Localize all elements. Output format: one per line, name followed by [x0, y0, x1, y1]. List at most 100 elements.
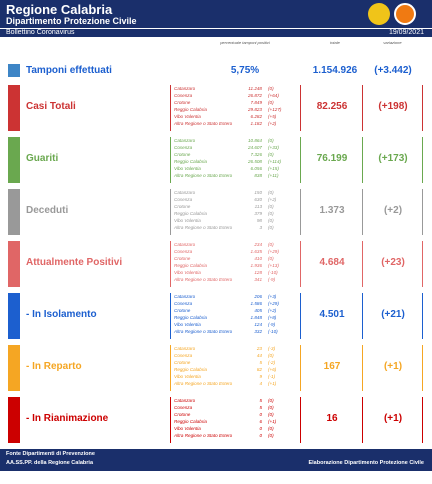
- row-place: Cosenza: [174, 93, 193, 98]
- row-change: (+127): [268, 107, 282, 112]
- row-value: 10.864: [247, 138, 262, 143]
- divider: [362, 85, 363, 131]
- divider: [300, 137, 301, 183]
- row-value: 0: [259, 433, 262, 438]
- divider: [362, 189, 363, 235]
- divider: [362, 137, 363, 183]
- row-change: (0): [268, 190, 274, 195]
- row-change: (0): [268, 398, 274, 403]
- row-value: 4: [259, 381, 262, 386]
- row-place: Vibo Valentia: [174, 322, 201, 327]
- row-place: Catanzaro: [174, 190, 196, 195]
- section-label: Deceduti: [26, 205, 69, 216]
- divider: [362, 241, 363, 287]
- section-label: - In Reparto: [26, 361, 82, 372]
- section: Guariti Catanzaro 10.864 (0) Cosenza 24.607 (+…: [0, 135, 432, 185]
- divider: [300, 345, 301, 391]
- row-value: 379: [254, 211, 262, 216]
- divider: [422, 189, 423, 235]
- divider: [170, 345, 171, 391]
- row-value: 5: [259, 360, 262, 365]
- row-value: 150: [254, 190, 262, 195]
- row-change: (0): [268, 100, 274, 105]
- row-change: (+64): [268, 93, 279, 98]
- row-value: 0: [259, 426, 262, 431]
- divider: [170, 241, 171, 287]
- row-value: 26.872: [247, 93, 262, 98]
- section-variation: (+1): [383, 361, 403, 372]
- row-change: (0): [268, 412, 274, 417]
- row-place: Altra Regione o Stato Estero: [174, 173, 233, 178]
- row-change: (+29): [268, 249, 279, 254]
- row-place: Cosenza: [174, 301, 193, 306]
- divider: [422, 397, 423, 443]
- row-change: (+2): [268, 197, 277, 202]
- section-total: 16: [326, 413, 338, 424]
- variation: (+3.442): [374, 65, 412, 76]
- row-value: 206: [254, 294, 262, 299]
- row-change: (0): [268, 405, 274, 410]
- row-place: Catanzaro: [174, 242, 196, 247]
- row-place: Catanzaro: [174, 398, 196, 403]
- row-place: Catanzaro: [174, 346, 196, 351]
- divider: [422, 137, 423, 183]
- column-header: totale: [330, 40, 340, 45]
- row-value: 44: [256, 353, 262, 358]
- divider: [300, 241, 301, 287]
- row-place: Altra Regione o Stato Estero: [174, 329, 233, 334]
- row-value: 3: [259, 225, 262, 230]
- row-value: 23: [256, 346, 262, 351]
- row-change: (-10): [268, 270, 278, 275]
- row-value: 7.849: [250, 100, 263, 105]
- row-value: 11.248: [248, 86, 262, 91]
- divider: [170, 85, 171, 131]
- row-value: 332: [254, 329, 262, 334]
- section-total: 82.256: [316, 101, 348, 112]
- row-value: 82: [256, 367, 262, 372]
- color-bar: [8, 345, 20, 391]
- section: Casi Totali Catanzaro 11.248 (0) Cosenza 26.8…: [0, 83, 432, 133]
- row-value: 838: [254, 173, 262, 178]
- row-value: 6.282: [250, 114, 263, 119]
- row-change: (+2): [268, 121, 277, 126]
- section-total: 4.501: [319, 309, 345, 320]
- section: Attualmente Positivi Catanzaro 234 (0) Cosen…: [0, 239, 432, 289]
- row-change: (-2): [268, 360, 276, 365]
- section-total: 167: [323, 361, 341, 372]
- row-change: (+1): [268, 419, 277, 424]
- row-label: Tamponi effettuati: [26, 65, 112, 76]
- row-change: (+15): [268, 166, 279, 171]
- row-value: 630: [254, 197, 262, 202]
- row-value: 113: [254, 204, 262, 209]
- subtitle: Dipartimento Protezione Civile: [6, 16, 137, 26]
- row-place: Reggio Calabria: [174, 367, 207, 372]
- row-place: Vibo Valentia: [174, 218, 201, 223]
- section: - In Reparto Catanzaro 23 (-3) Cosenza 44 (0) C…: [0, 343, 432, 393]
- row-change: (+11): [268, 173, 279, 178]
- row-place: Crotone: [174, 360, 191, 365]
- row-value: 341: [254, 277, 262, 282]
- divider: [170, 189, 171, 235]
- row-value: 234: [254, 242, 262, 247]
- row-change: (+5): [268, 114, 277, 119]
- row-change: (0): [268, 86, 274, 91]
- row-change: (0): [268, 204, 274, 209]
- row-value: 9: [259, 374, 262, 379]
- section: - In Rianimazione Catanzaro 5 (0) Cosenza 5 (0…: [0, 395, 432, 445]
- column-header: variazione: [383, 40, 402, 45]
- row-change: (-9): [268, 322, 276, 327]
- divider: [170, 293, 171, 339]
- row-value: 128: [254, 270, 262, 275]
- row-place: Vibo Valentia: [174, 374, 201, 379]
- color-bar: [8, 241, 20, 287]
- row-change: (+13): [268, 263, 279, 268]
- row-place: Vibo Valentia: [174, 114, 201, 119]
- row-value: 29.823: [247, 107, 262, 112]
- section-variation: (+21): [381, 309, 405, 320]
- section-label: - In Isolamento: [26, 309, 97, 320]
- section-total: 76.199: [316, 153, 348, 164]
- row-change: (+114): [268, 159, 282, 164]
- row-place: Reggio Calabria: [174, 419, 207, 424]
- row-place: Crotone: [174, 100, 191, 105]
